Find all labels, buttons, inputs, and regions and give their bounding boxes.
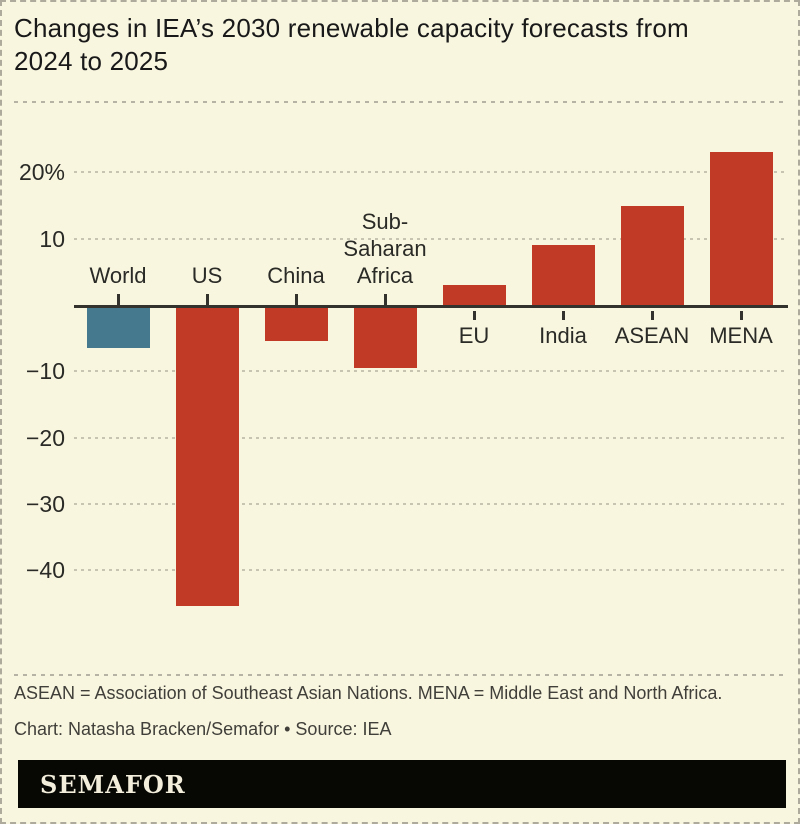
bar-china: [264, 308, 328, 342]
category-label-eu: EU: [399, 322, 549, 349]
gridline: [74, 370, 788, 373]
chart-title: Changes in IEA’s 2030 renewable capacity…: [14, 12, 790, 78]
y-axis-tick-label: −10: [25, 358, 65, 385]
axis-tick: [205, 294, 209, 305]
title-divider: [14, 101, 788, 103]
bar-mena: [709, 152, 773, 305]
y-axis-tick-label: 10: [39, 225, 65, 252]
category-label-asean: ASEAN: [577, 322, 727, 349]
gridline: [74, 237, 788, 240]
category-label-sub-saharan-africa: Sub- Saharan Africa: [310, 208, 460, 289]
gridline: [74, 569, 788, 572]
y-axis-tick-label: −30: [25, 490, 65, 517]
category-label-mena: MENA: [666, 322, 798, 349]
category-label-world: World: [43, 262, 193, 289]
category-label-india: India: [488, 322, 638, 349]
axis-tick: [116, 294, 120, 305]
chart-title-line-2: 2024 to 2025: [14, 46, 169, 76]
y-axis-tick-label: −20: [25, 424, 65, 451]
category-label-line: US: [191, 263, 223, 288]
category-label-line: EU: [458, 323, 490, 348]
bar-eu: [442, 285, 506, 305]
category-label-line: Saharan: [343, 236, 427, 261]
semafor-logo-bar: SEMAFOR: [18, 760, 786, 808]
bar-india: [531, 245, 595, 305]
gridline: [74, 171, 788, 174]
y-axis-tick-label: −40: [25, 557, 65, 584]
x-axis-baseline: [74, 305, 788, 308]
footnote-definitions: ASEAN = Association of Southeast Asian N…: [14, 683, 723, 703]
axis-tick: [472, 311, 476, 320]
axis-tick: [739, 311, 743, 320]
y-axis-tick-label: 20%: [18, 159, 65, 186]
bar-asean: [620, 205, 684, 305]
axis-tick: [383, 294, 387, 305]
gridline: [74, 436, 788, 439]
bar-us: [175, 308, 239, 607]
category-label-line: World: [89, 263, 147, 288]
category-label-line: ASEAN: [614, 323, 690, 348]
bar-world: [86, 308, 150, 348]
footnote-divider: [14, 674, 788, 676]
category-label-line: India: [539, 323, 587, 348]
bar-sub-saharan-africa: [353, 308, 417, 368]
axis-tick: [294, 294, 298, 305]
category-label-china: China: [221, 262, 371, 289]
chart-title-line-1: Changes in IEA’s 2030 renewable capacity…: [14, 13, 689, 43]
category-label-line: Sub-: [361, 209, 409, 234]
category-label-us: US: [132, 262, 282, 289]
axis-tick: [650, 311, 654, 320]
semafor-wordmark: SEMAFOR: [40, 769, 186, 799]
category-label-line: China: [267, 263, 325, 288]
category-label-line: MENA: [709, 323, 773, 348]
axis-tick: [561, 311, 565, 320]
footnote-credit: Chart: Natasha Bracken/Semafor • Source:…: [14, 719, 392, 739]
category-label-line: Africa: [356, 263, 414, 288]
gridline: [74, 502, 788, 505]
